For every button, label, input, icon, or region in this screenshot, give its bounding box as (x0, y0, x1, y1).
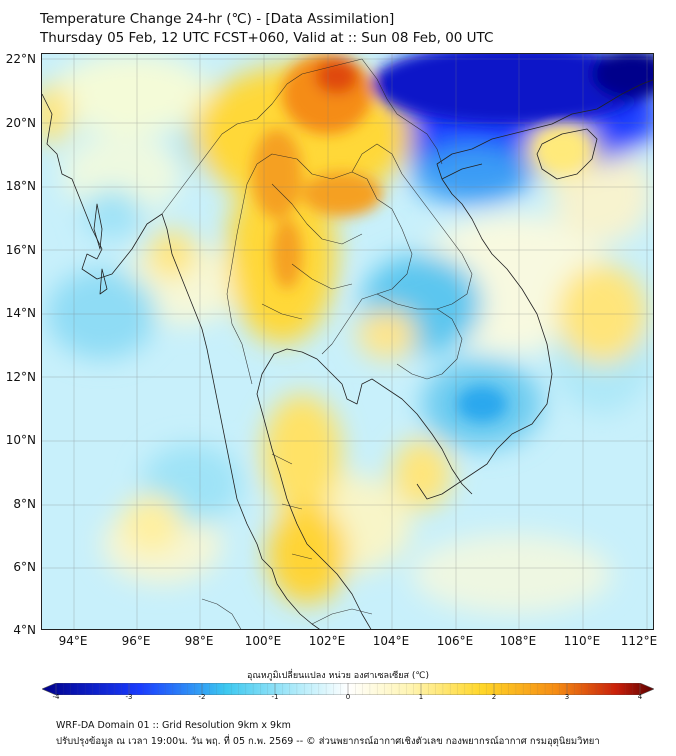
colorbar-tick-label: 4 (637, 693, 643, 701)
lon-label: 96°E (121, 634, 151, 648)
vietnam-coast (416, 79, 653, 500)
lon-label: 106°E (436, 634, 474, 648)
cambodia-border (376, 293, 463, 380)
lat-label: 14°N (5, 306, 36, 320)
thailand-border (256, 153, 413, 355)
field-peak (537, 129, 587, 169)
colorbar-title: อุณหภูมิเปลี่ยนแปลง หน่วย องศาเซลเซียส (… (246, 671, 430, 681)
field-patch (267, 504, 347, 604)
field-patch (122, 494, 182, 554)
lat-label: 18°N (5, 179, 36, 193)
map-title: Temperature Change 24-hr (℃) - [Data Ass… (40, 11, 395, 27)
province-lines (261, 183, 363, 560)
lon-label: 94°E (58, 634, 88, 648)
myanmar-east-border (161, 58, 363, 215)
lon-label: 102°E (308, 634, 346, 648)
field-peak (252, 129, 302, 219)
colorbar-tick-label: 1 (418, 693, 424, 701)
footer-model-info: WRF-DA Domain 01 :: Grid Resolution 9km … (56, 720, 291, 731)
borders (161, 58, 473, 629)
field-patch (82, 189, 142, 239)
colorbar-tick-label: -3 (125, 693, 133, 701)
field-peak (272, 219, 302, 289)
sumatra-coast (201, 598, 242, 629)
lat-label: 10°N (5, 433, 36, 447)
lon-label: 104°E (372, 634, 410, 648)
laos-border (351, 143, 473, 310)
field-patch (52, 54, 212, 134)
lat-label: 20°N (5, 116, 36, 130)
field-peak (372, 54, 652, 124)
field-patch (392, 439, 452, 509)
field-patch (412, 144, 532, 204)
lon-label: 110°E (563, 634, 601, 648)
map-subtitle: Thursday 05 Feb, 12 UTC FCST+060, Valid … (40, 30, 494, 46)
lat-label: 16°N (5, 243, 36, 257)
colorbar (41, 680, 655, 696)
colorbar-tick-label: -4 (52, 693, 60, 701)
peninsula-east-coast (256, 348, 473, 629)
field-peak (457, 386, 507, 422)
colorbar-tick-label: 3 (564, 693, 570, 701)
colorbar-tick-label: -1 (271, 693, 279, 701)
lon-label: 98°E (184, 634, 214, 648)
lat-label: 22°N (5, 52, 36, 66)
lon-label: 112°E (620, 634, 658, 648)
lon-label: 100°E (244, 634, 282, 648)
field-peak (315, 58, 359, 94)
colorbar-tick-label: 2 (491, 693, 497, 701)
colorbar-tick-label: 0 (345, 693, 351, 701)
lat-label: 6°N (13, 560, 36, 574)
graticule (42, 54, 653, 629)
colorbar-tick-label: -2 (198, 693, 206, 701)
thailand-west-border (226, 163, 258, 385)
field-patch (412, 534, 612, 614)
colorbar-tick-lines (55, 683, 641, 695)
field-peak (592, 54, 653, 99)
map-canvas (42, 54, 653, 629)
temperature-change-map (41, 53, 654, 630)
lon-label: 108°E (499, 634, 537, 648)
field-patch (357, 309, 417, 359)
myanmar-coast (42, 93, 263, 560)
andaman-islands (93, 203, 108, 295)
lat-label: 4°N (13, 623, 36, 637)
footer-credits: ปรับปรุงข้อมูล ณ เวลา 19:00น. วัน พฤ. ที… (56, 736, 600, 747)
lat-label: 12°N (5, 370, 36, 384)
china-border (361, 58, 443, 165)
field-peak (302, 172, 382, 216)
tonkin-coast (441, 163, 483, 180)
coastlines (42, 79, 653, 629)
field-patch (62, 134, 182, 214)
lat-label: 8°N (13, 497, 36, 511)
hainan-island (536, 128, 598, 180)
malaysia-border (311, 608, 373, 625)
temperature-field-peaks (252, 54, 653, 422)
field-patch (262, 394, 342, 514)
